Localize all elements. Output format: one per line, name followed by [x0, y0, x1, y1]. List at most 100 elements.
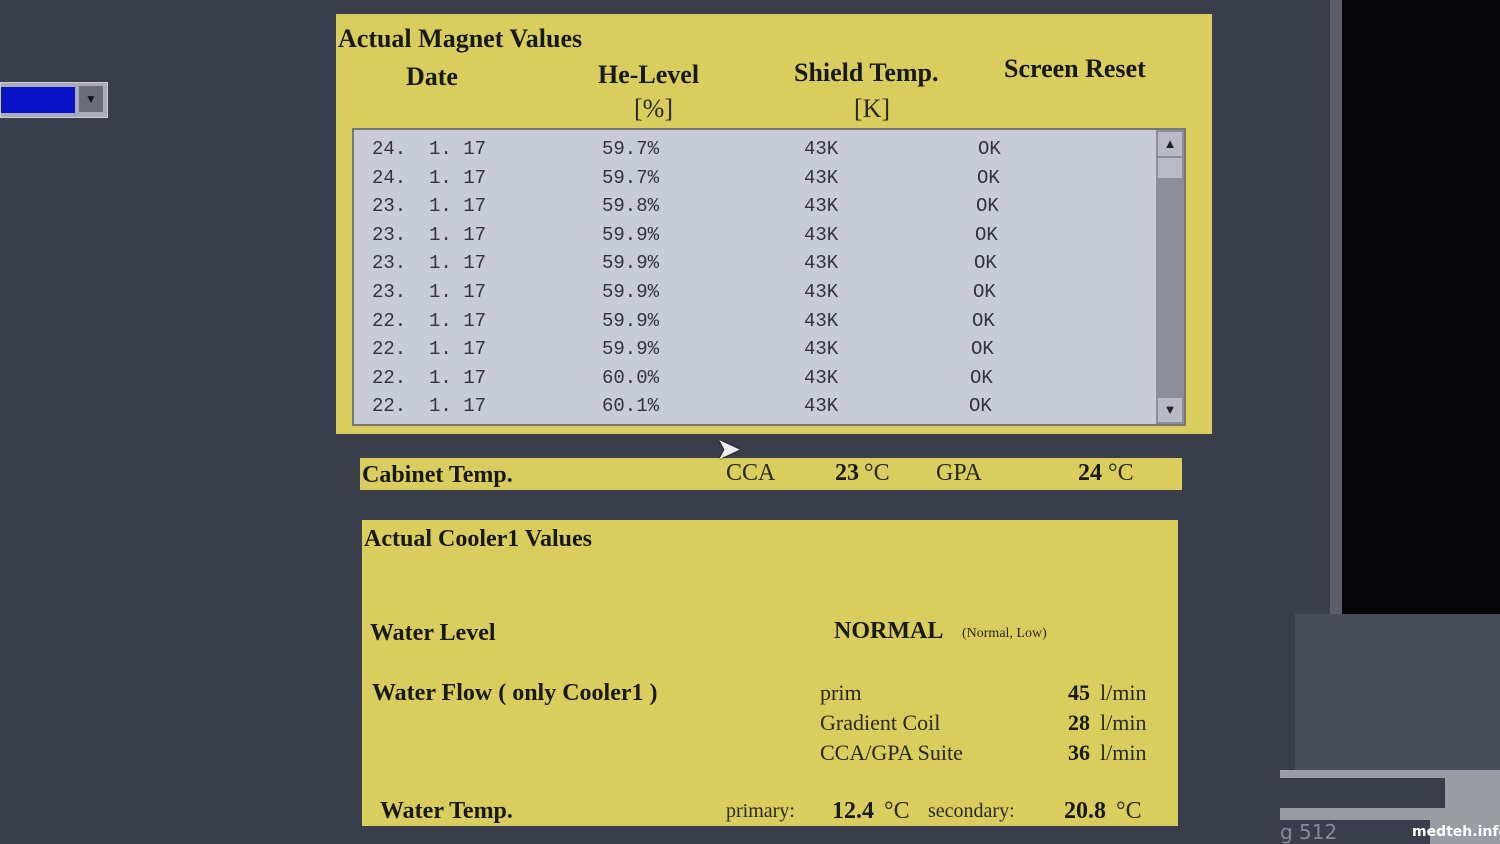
- water-flow-label: Water Flow ( only Cooler1 ): [372, 680, 658, 706]
- dropdown-selection: [1, 87, 75, 113]
- image-viewer: [1342, 0, 1500, 614]
- date-cell: 24. 1. 17: [372, 138, 487, 160]
- he-level-cell: 59.7%: [602, 166, 660, 189]
- right-partial-text: g 512: [1280, 820, 1430, 844]
- scroll-up-icon[interactable]: ▲: [1158, 132, 1182, 156]
- gpa-label: GPA: [936, 460, 982, 486]
- flow-unit: l/min: [1100, 710, 1147, 735]
- he-level-cell: 59.9%: [602, 223, 660, 246]
- shield-temp-cell: 43K: [804, 138, 839, 160]
- he-level-cell: 60.1%: [602, 395, 660, 418]
- header-shield-temp: Shield Temp.: [794, 58, 939, 87]
- table-row[interactable]: 23. 1. 17 59.9% 43K OK: [354, 252, 1154, 280]
- flow-unit: l/min: [1100, 680, 1147, 705]
- he-level-cell: 59.9%: [602, 309, 660, 332]
- table-row[interactable]: 22. 1. 17 60.1% 43K OK: [354, 395, 1154, 423]
- flow-value: 28: [1068, 710, 1090, 735]
- he-level-cell: 59.7%: [602, 138, 660, 160]
- screen-reset-cell: OK: [971, 338, 994, 361]
- table-row[interactable]: 23. 1. 17 59.9% 43K OK: [354, 224, 1154, 252]
- shield-temp-cell: 43K: [804, 309, 839, 332]
- header-shield-unit: [K]: [854, 94, 891, 123]
- flow-name: prim: [820, 680, 862, 705]
- table-row[interactable]: 24. 1. 17 59.7% 43K OK: [354, 167, 1154, 195]
- magnet-values-list[interactable]: 24. 1. 17 59.7% 43K OK 24. 1. 17 59.7% 43K OK 23…: [352, 128, 1186, 426]
- screen-reset-cell: OK: [970, 366, 993, 389]
- shield-temp-cell: 43K: [804, 338, 839, 361]
- shield-temp-cell: 43K: [804, 281, 839, 303]
- gpa-unit: °C: [1108, 460, 1134, 486]
- mouse-cursor-icon: ➤: [716, 433, 742, 466]
- magnet-title: Actual Magnet Values: [338, 24, 583, 53]
- header-screen-reset: Screen Reset: [1004, 54, 1146, 83]
- flow-unit: l/min: [1100, 740, 1147, 765]
- water-temp-label: Water Temp.: [380, 798, 513, 824]
- shield-temp-cell: 43K: [804, 166, 839, 189]
- primary-value: 12.4: [832, 798, 874, 824]
- screen-reset-cell: OK: [976, 195, 999, 218]
- flow-name: Gradient Coil: [820, 710, 941, 735]
- cooler-panel: Actual Cooler1 Values Water Level NORMAL…: [362, 520, 1178, 826]
- shield-temp-cell: 43K: [804, 366, 839, 389]
- primary-label: primary:: [726, 800, 795, 822]
- shield-temp-cell: 43K: [804, 252, 839, 275]
- cooler-title: Actual Cooler1 Values: [364, 526, 592, 552]
- water-level-options: (Normal, Low): [962, 626, 1047, 641]
- table-row[interactable]: 22. 1. 17 59.9% 43K OK: [354, 338, 1154, 366]
- header-date: Date: [406, 62, 458, 91]
- shield-temp-cell: 43K: [804, 195, 839, 218]
- chevron-down-icon[interactable]: ▼: [79, 86, 103, 112]
- he-level-cell: 59.9%: [602, 338, 660, 361]
- date-cell: 22. 1. 17: [372, 395, 487, 418]
- secondary-label: secondary:: [928, 800, 1015, 822]
- header-he-unit: [%]: [634, 94, 673, 123]
- cabinet-temp-bar: Cabinet Temp. CCA 23 °C GPA 24 °C: [360, 458, 1182, 490]
- flow-value: 36: [1068, 740, 1090, 765]
- water-level-label: Water Level: [370, 620, 496, 646]
- he-level-cell: 59.9%: [602, 281, 660, 303]
- table-row[interactable]: 23. 1. 17 59.8% 43K OK: [354, 195, 1154, 223]
- shield-temp-cell: 43K: [804, 223, 839, 246]
- screen-reset-cell: OK: [969, 395, 992, 418]
- right-dark-bar: [1280, 778, 1445, 808]
- shield-temp-cell: 43K: [804, 395, 839, 418]
- table-row[interactable]: 24. 1. 17 59.7% 43K OK: [354, 138, 1154, 166]
- watermark: medteh.info: [1412, 824, 1500, 840]
- cabinet-label: Cabinet Temp.: [362, 462, 513, 488]
- table-row[interactable]: 22. 1. 17 59.9% 43K OK: [354, 310, 1154, 338]
- flow-value: 45: [1068, 680, 1090, 705]
- screen-reset-cell: OK: [972, 309, 995, 332]
- scroll-down-icon[interactable]: ▼: [1158, 398, 1182, 422]
- date-cell: 22. 1. 17: [372, 309, 487, 332]
- screen-reset-cell: OK: [975, 223, 998, 246]
- table-row[interactable]: 22. 1. 17 60.0% 43K OK: [354, 367, 1154, 395]
- screen-reset-cell: OK: [973, 281, 996, 303]
- gpa-value: 24: [1078, 460, 1102, 486]
- date-cell: 23. 1. 17: [372, 223, 487, 246]
- table-row[interactable]: 23. 1. 17 59.9% 43K OK: [354, 281, 1154, 309]
- screen-reset-cell: OK: [978, 138, 1001, 160]
- dropdown[interactable]: ▼: [0, 82, 108, 118]
- date-cell: 22. 1. 17: [372, 366, 487, 389]
- date-cell: 23. 1. 17: [372, 281, 487, 303]
- water-level-value: NORMAL: [834, 618, 944, 644]
- he-level-cell: 59.9%: [602, 252, 660, 275]
- date-cell: 23. 1. 17: [372, 252, 487, 275]
- cca-unit: °C: [864, 460, 890, 486]
- secondary-value: 20.8: [1064, 798, 1106, 824]
- date-cell: 24. 1. 17: [372, 166, 487, 189]
- primary-unit: °C: [884, 798, 910, 824]
- screen-reset-cell: OK: [977, 166, 1000, 189]
- he-level-cell: 59.8%: [602, 195, 660, 218]
- scrollbar[interactable]: ▲ ▼: [1156, 130, 1184, 424]
- scroll-thumb[interactable]: [1158, 158, 1182, 178]
- header-he-level: He-Level: [598, 60, 700, 89]
- secondary-unit: °C: [1116, 798, 1142, 824]
- flow-name: CCA/GPA Suite: [820, 740, 963, 765]
- date-cell: 23. 1. 17: [372, 195, 487, 218]
- he-level-cell: 60.0%: [602, 366, 660, 389]
- screen-reset-cell: OK: [974, 252, 997, 275]
- cca-label: CCA: [726, 460, 776, 486]
- date-cell: 22. 1. 17: [372, 338, 487, 361]
- cca-value: 23: [835, 460, 859, 486]
